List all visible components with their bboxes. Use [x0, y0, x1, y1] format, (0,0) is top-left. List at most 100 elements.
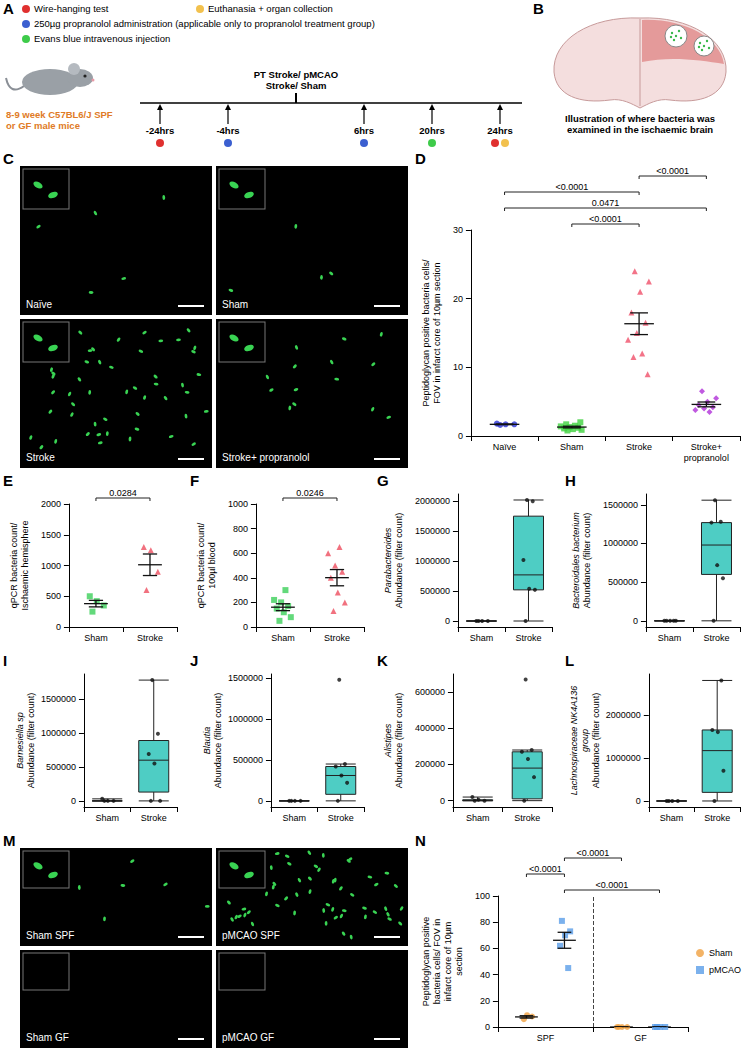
svg-text:0: 0	[71, 796, 76, 806]
svg-text:<0.0001: <0.0001	[589, 214, 622, 224]
svg-text:0.0246: 0.0246	[296, 488, 324, 498]
svg-text:pMCAO: pMCAO	[709, 965, 741, 975]
svg-text:1500000: 1500000	[228, 673, 263, 683]
svg-text:Parabacteroides: Parabacteroides	[383, 527, 393, 593]
svg-text:600: 600	[233, 548, 248, 558]
svg-text:section: section	[454, 947, 464, 976]
svg-text:20: 20	[453, 294, 463, 304]
svg-text:Abundance (filter count): Abundance (filter count)	[591, 693, 601, 789]
svg-text:<0.0001: <0.0001	[577, 848, 610, 858]
svg-text:-4hrs: -4hrs	[216, 125, 239, 136]
svg-text:Sham: Sham	[660, 813, 684, 823]
svg-text:500000: 500000	[420, 586, 450, 596]
svg-text:Stroke: Stroke	[328, 813, 354, 823]
svg-text:0: 0	[56, 622, 61, 632]
svg-text:2000: 2000	[41, 499, 61, 509]
svg-text:20hrs: 20hrs	[419, 125, 444, 136]
svg-text:1500: 1500	[41, 530, 61, 540]
svg-text:Stroke: Stroke	[324, 633, 350, 643]
svg-text:1500000: 1500000	[415, 526, 450, 536]
svg-text:20: 20	[480, 996, 490, 1006]
svg-text:<0.0001: <0.0001	[656, 166, 689, 176]
svg-text:bacteria cells/ FOV in: bacteria cells/ FOV in	[432, 919, 442, 1005]
svg-text:1000: 1000	[228, 499, 248, 509]
svg-text:Stroke: Stroke	[704, 813, 730, 823]
svg-text:400000: 400000	[415, 723, 445, 733]
svg-text:Alistipes: Alistipes	[383, 723, 393, 758]
svg-text:0.0471: 0.0471	[592, 198, 620, 208]
svg-text:Sham: Sham	[466, 813, 490, 823]
svg-text:FOV in infarct core of 10µm se: FOV in infarct core of 10µm section	[432, 262, 442, 403]
svg-text:200000: 200000	[415, 759, 445, 769]
svg-text:80: 80	[480, 917, 490, 927]
svg-text:500000: 500000	[233, 755, 263, 765]
svg-text:500000: 500000	[46, 762, 76, 772]
svg-text:250µg propranolol administrati: 250µg propranolol administration (applic…	[34, 18, 375, 29]
svg-text:0: 0	[458, 431, 463, 441]
svg-text:60: 60	[480, 943, 490, 953]
svg-text:Evans blue intravenous injecti: Evans blue intravenous injection	[34, 33, 170, 44]
svg-text:600000: 600000	[415, 687, 445, 697]
svg-text:40: 40	[480, 970, 490, 980]
svg-text:Sham: Sham	[95, 813, 119, 823]
svg-text:propranolol: propranolol	[684, 453, 729, 463]
svg-text:2000000: 2000000	[415, 496, 450, 506]
svg-text:qPCR bacteria count/: qPCR bacteria count/	[196, 522, 206, 608]
svg-text:Peptidoglycan positive: Peptidoglycan positive	[421, 917, 431, 1007]
svg-text:1000000: 1000000	[228, 714, 263, 724]
svg-text:Naïve: Naïve	[26, 299, 53, 310]
svg-text:0: 0	[243, 622, 248, 632]
svg-text:1000000: 1000000	[603, 538, 638, 548]
svg-text:Stroke+ propranolol: Stroke+ propranolol	[222, 452, 310, 463]
svg-text:Barnesiella sp: Barnesiella sp	[15, 712, 25, 769]
svg-text:Stroke: Stroke	[141, 813, 167, 823]
svg-text:qPCR bacteria count/: qPCR bacteria count/	[9, 522, 19, 608]
svg-text:30: 30	[453, 225, 463, 235]
svg-text:Lachnospiraceae NK4A136: Lachnospiraceae NK4A136	[569, 686, 579, 796]
svg-text:0.0284: 0.0284	[109, 488, 137, 498]
svg-text:0: 0	[440, 796, 445, 806]
svg-text:8-9 week C57BL6/J SPF: 8-9 week C57BL6/J SPF	[6, 109, 113, 120]
svg-text:-24hrs: -24hrs	[146, 125, 175, 136]
svg-text:6hrs: 6hrs	[354, 125, 374, 136]
svg-text:Sham: Sham	[658, 633, 682, 643]
svg-text:1000: 1000	[41, 561, 61, 571]
svg-text:Sham GF: Sham GF	[26, 1032, 69, 1043]
svg-text:1000000: 1000000	[606, 753, 641, 763]
svg-text:Stroke: Stroke	[137, 633, 163, 643]
svg-text:1500000: 1500000	[41, 694, 76, 704]
svg-text:Sham: Sham	[84, 633, 108, 643]
svg-text:100µl blood: 100µl blood	[207, 542, 217, 589]
svg-text:GF: GF	[634, 1033, 647, 1043]
svg-text:infarct core of 10µm: infarct core of 10µm	[443, 922, 453, 1002]
svg-text:0: 0	[258, 796, 263, 806]
svg-text:<0.0001: <0.0001	[596, 880, 629, 890]
svg-text:1000000: 1000000	[41, 728, 76, 738]
svg-text:Blautia: Blautia	[202, 727, 212, 755]
svg-text:Abundance (filter count): Abundance (filter count)	[394, 693, 404, 789]
svg-text:SPF: SPF	[537, 1033, 555, 1043]
svg-text:0: 0	[485, 1022, 490, 1032]
svg-text:500000: 500000	[608, 577, 638, 587]
svg-text:0: 0	[445, 616, 450, 626]
svg-text:Sham SPF: Sham SPF	[26, 930, 74, 941]
svg-text:pMCAO GF: pMCAO GF	[222, 1032, 274, 1043]
svg-text:Illustration of where bacteria: Illustration of where bacteria was	[565, 113, 715, 124]
svg-text:Wire-hanging test: Wire-hanging test	[34, 3, 109, 14]
svg-text:Ischaemic hemisphere: Ischaemic hemisphere	[20, 520, 30, 610]
svg-text:400: 400	[233, 573, 248, 583]
svg-text:Abundance (filter count): Abundance (filter count)	[582, 513, 592, 609]
svg-text:100: 100	[475, 891, 490, 901]
svg-text:Stroke: Stroke	[514, 813, 540, 823]
svg-text:800: 800	[233, 524, 248, 534]
svg-text:1000000: 1000000	[415, 556, 450, 566]
svg-text:Abundance (filter count): Abundance (filter count)	[213, 693, 223, 789]
svg-text:Stroke: Stroke	[26, 452, 55, 463]
svg-text:group: group	[580, 729, 590, 752]
svg-text:24hrs: 24hrs	[487, 125, 512, 136]
svg-text:Stroke: Stroke	[515, 633, 541, 643]
svg-text:200: 200	[233, 597, 248, 607]
svg-text:<0.0001: <0.0001	[555, 182, 588, 192]
svg-text:PT Stroke/ pMCAO: PT Stroke/ pMCAO	[254, 69, 338, 80]
svg-text:Sham: Sham	[222, 299, 248, 310]
